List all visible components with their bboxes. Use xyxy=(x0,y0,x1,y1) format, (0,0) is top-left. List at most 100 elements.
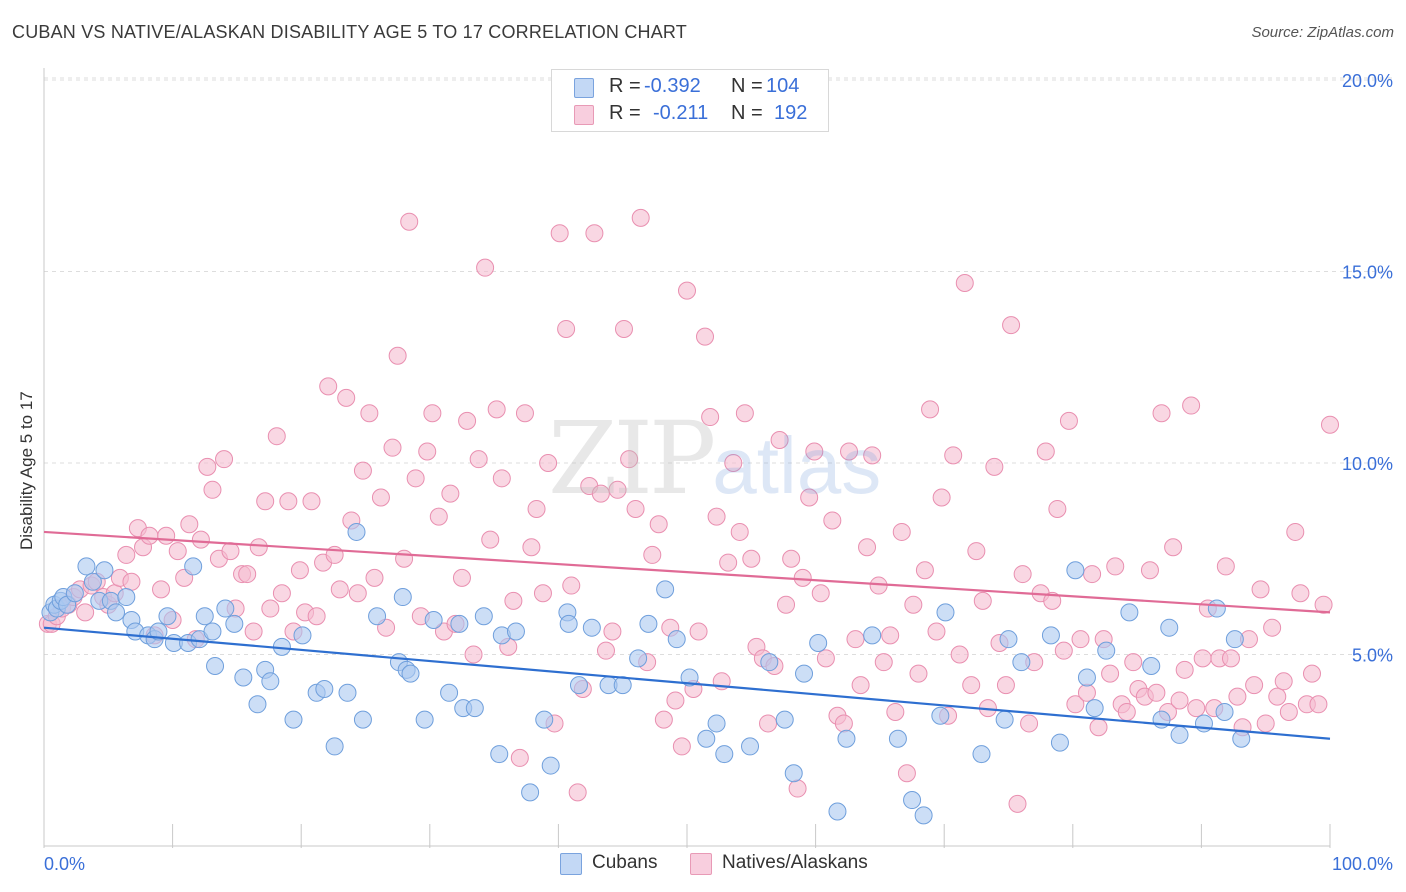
native-point xyxy=(915,561,934,580)
native-point xyxy=(696,327,715,346)
native-point xyxy=(811,584,830,603)
native-point xyxy=(608,480,627,499)
native-point xyxy=(1216,557,1235,576)
native-point xyxy=(1020,714,1039,733)
stats-legend: R = -0.392 N = 104 R = -0.211 N = 192 xyxy=(551,69,829,132)
native-point xyxy=(649,515,668,534)
cuban-point xyxy=(1170,725,1189,744)
native-point xyxy=(800,488,819,507)
native-point xyxy=(1152,404,1171,423)
native-point xyxy=(481,530,500,549)
native-point xyxy=(1170,691,1189,710)
cuban-point xyxy=(999,630,1018,649)
native-point xyxy=(707,507,726,526)
native-point xyxy=(1228,687,1247,706)
native-point xyxy=(955,273,974,292)
cuban-point xyxy=(697,729,716,748)
native-point xyxy=(851,676,870,695)
native-point xyxy=(1268,687,1287,706)
cuban-point xyxy=(216,599,235,618)
cuban-point xyxy=(863,626,882,645)
native-point xyxy=(944,446,963,465)
cuban-point xyxy=(195,607,214,626)
native-point xyxy=(596,641,615,660)
native-point xyxy=(585,224,604,243)
native-point xyxy=(1071,630,1090,649)
native-point xyxy=(157,526,176,545)
native-point xyxy=(550,224,569,243)
native-point xyxy=(921,400,940,419)
cuban-point xyxy=(158,607,177,626)
cuban-point xyxy=(775,710,794,729)
native-point xyxy=(846,630,865,649)
native-point xyxy=(140,526,159,545)
native-point xyxy=(626,499,645,518)
native-point xyxy=(909,664,928,683)
native-point xyxy=(527,499,546,518)
native-point xyxy=(1059,411,1078,430)
native-point xyxy=(383,438,402,457)
native-point xyxy=(365,568,384,587)
native-point xyxy=(261,599,280,618)
native-point xyxy=(522,538,541,557)
cuban-point xyxy=(83,572,102,591)
cubans-trend-line xyxy=(43,626,1331,740)
native-point xyxy=(927,622,946,641)
cuban-point xyxy=(569,676,588,695)
native-point xyxy=(967,542,986,561)
cuban-point xyxy=(541,756,560,775)
cuban-point xyxy=(393,588,412,607)
cuban-point xyxy=(1085,699,1104,718)
native-point xyxy=(1286,522,1305,541)
native-point xyxy=(805,442,824,461)
cuban-point xyxy=(972,745,991,764)
native-point xyxy=(1077,683,1096,702)
native-point xyxy=(406,469,425,488)
cuban-point xyxy=(936,603,955,622)
cuban-point xyxy=(995,710,1014,729)
cubans-swatch xyxy=(560,853,582,875)
native-point xyxy=(441,484,460,503)
n-label: N = xyxy=(731,102,763,124)
cuban-point xyxy=(667,630,686,649)
native-point xyxy=(719,553,738,572)
native-point xyxy=(1321,415,1339,434)
y-tick-label: 20.0% xyxy=(1342,71,1393,91)
watermark-zip: ZIP xyxy=(548,400,716,517)
native-point xyxy=(1263,618,1282,637)
native-point xyxy=(1083,565,1102,584)
n-value: 104 xyxy=(766,75,800,97)
native-point xyxy=(1124,653,1143,672)
cuban-point xyxy=(903,791,922,810)
native-point xyxy=(1147,683,1166,702)
native-point xyxy=(1054,641,1073,660)
native-point xyxy=(816,649,835,668)
cuban-point xyxy=(450,614,469,633)
cuban-point xyxy=(1207,599,1226,618)
native-point xyxy=(487,400,506,419)
native-point xyxy=(469,450,488,469)
native-point xyxy=(1008,794,1027,813)
y-tick-label: 10.0% xyxy=(1342,454,1393,474)
cuban-point xyxy=(234,668,253,687)
cuban-point xyxy=(656,580,675,599)
native-point xyxy=(788,779,807,798)
native-point xyxy=(1187,699,1206,718)
cuban-point xyxy=(206,656,225,675)
native-point xyxy=(418,442,437,461)
chart-title: CUBAN VS NATIVE/ALASKAN DISABILITY AGE 5… xyxy=(12,22,688,42)
cuban-point xyxy=(582,618,601,637)
r-value: -0.392 xyxy=(644,75,701,97)
native-point xyxy=(400,212,419,231)
native-point xyxy=(1164,538,1183,557)
native-point xyxy=(672,737,691,756)
native-point xyxy=(897,764,916,783)
native-point xyxy=(603,622,622,641)
natives-swatch xyxy=(574,105,594,125)
native-point xyxy=(302,492,321,511)
native-point xyxy=(562,576,581,595)
native-point xyxy=(515,404,534,423)
native-point xyxy=(1302,664,1321,683)
native-point xyxy=(1048,499,1067,518)
native-point xyxy=(985,457,1004,476)
